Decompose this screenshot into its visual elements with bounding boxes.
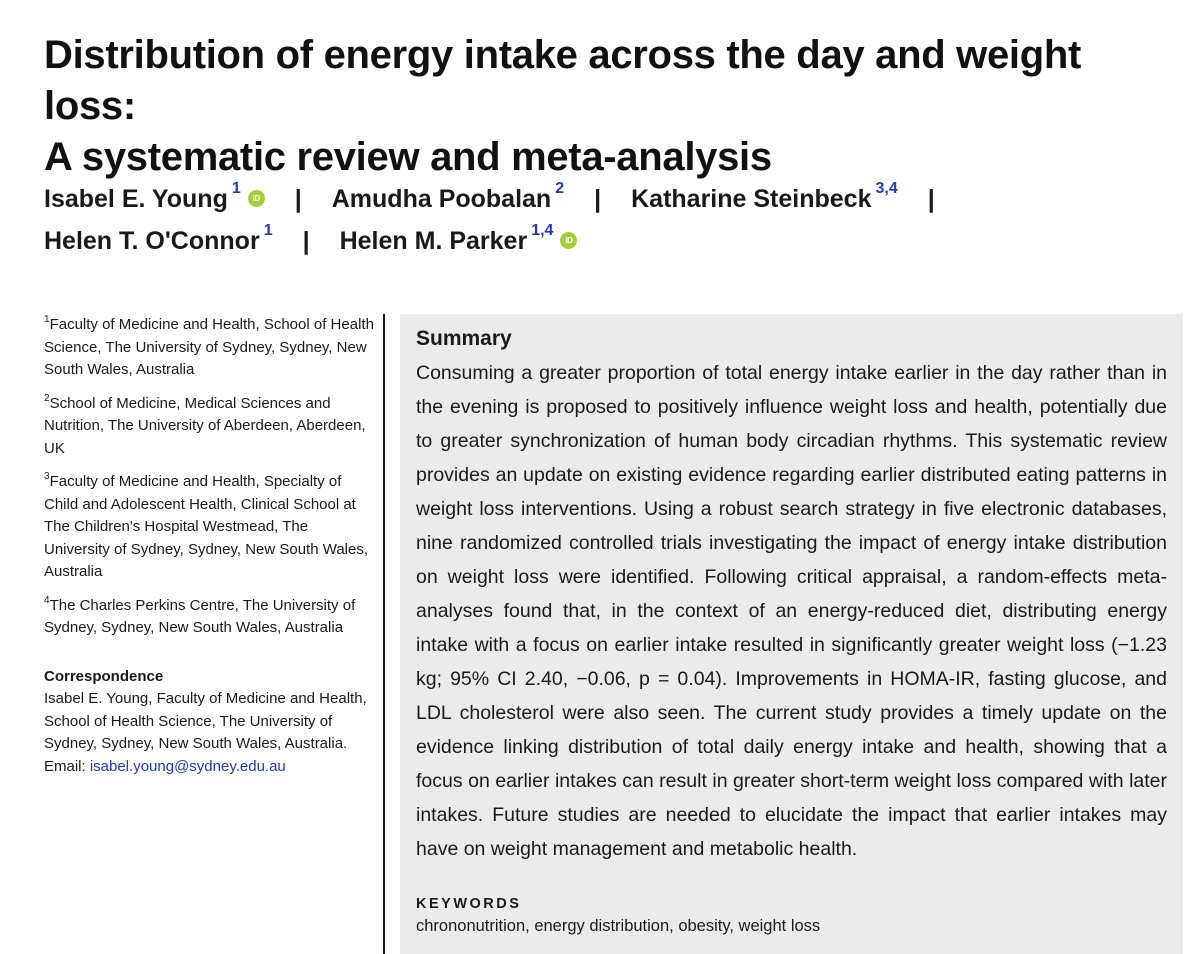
affiliation-number: 2	[44, 392, 50, 404]
author-separator: |	[927, 184, 935, 213]
affiliation-text: Faculty of Medicine and Health, School o…	[44, 316, 374, 378]
article-title-line-2: A systematic review and meta-analysis	[44, 135, 772, 179]
author-separator: |	[594, 184, 602, 213]
author-isabel-young: Isabel E. Young 1 iD	[44, 180, 265, 214]
author-name: Amudha Poobalan	[331, 184, 552, 213]
affiliation-1: 1Faculty of Medicine and Health, School …	[44, 310, 374, 382]
author-affiliation-ref[interactable]: 2	[555, 180, 565, 197]
correspondence-email-row: Email: isabel.young@sydney.edu.au	[44, 756, 374, 779]
author-line-1: Isabel E. Young 1 iD | Amudha Poobalan 2…	[44, 178, 1174, 220]
author-separator: |	[302, 226, 310, 255]
affiliation-number: 1	[44, 314, 50, 325]
column-divider	[383, 314, 385, 954]
author-name: Helen M. Parker	[339, 226, 528, 255]
affiliation-text: Faculty of Medicine and Health, Specialt…	[44, 473, 369, 580]
email-label: Email:	[44, 757, 90, 775]
correspondence-email-link[interactable]: isabel.young@sydney.edu.au	[89, 757, 286, 775]
affiliation-number: 4	[44, 594, 50, 606]
author-list: Isabel E. Young 1 iD | Amudha Poobalan 2…	[44, 178, 1174, 262]
author-katharine-steinbeck: Katharine Steinbeck 3,4	[631, 180, 898, 214]
affiliation-number: 3	[44, 471, 50, 482]
correspondence-text: Isabel E. Young, Faculty of Medicine and…	[44, 690, 367, 752]
summary-box: Summary Consuming a greater proportion o…	[400, 314, 1183, 954]
author-name: Helen T. O'Connor	[44, 226, 260, 255]
article-title-line-1: Distribution of energy intake across the…	[44, 33, 1082, 128]
author-line-2: Helen T. O'Connor 1 | Helen M. Parker 1,…	[44, 220, 1174, 262]
author-affiliation-ref[interactable]: 3,4	[875, 180, 898, 197]
author-helen-oconnor: Helen T. O'Connor 1	[44, 222, 273, 256]
affiliation-text: The Charles Perkins Centre, The Universi…	[44, 596, 356, 637]
author-helen-parker: Helen M. Parker 1,4 iD	[339, 222, 578, 256]
author-affiliation-ref[interactable]: 1	[231, 180, 241, 197]
keywords-heading: KEYWORDS	[416, 896, 522, 912]
author-name: Isabel E. Young	[44, 184, 228, 213]
affiliation-text: School of Medicine, Medical Sciences and…	[44, 394, 366, 457]
orcid-icon[interactable]: iD	[247, 189, 265, 207]
affiliation-2: 2School of Medicine, Medical Sciences an…	[44, 389, 374, 461]
summary-text: Consuming a greater proportion of total …	[416, 362, 1167, 860]
correspondence-heading: Correspondence	[44, 667, 164, 685]
affiliation-3: 3Faculty of Medicine and Health, Special…	[44, 467, 374, 584]
author-separator: |	[294, 184, 302, 213]
author-name: Katharine Steinbeck	[631, 184, 872, 213]
summary-heading: Summary	[416, 327, 512, 350]
keywords-text: chrononutrition, energy distribution, ob…	[416, 917, 821, 935]
author-affiliation-ref[interactable]: 1	[263, 222, 273, 239]
affiliation-4: 4The Charles Perkins Centre, The Univers…	[44, 591, 374, 640]
orcid-icon[interactable]: iD	[560, 231, 578, 249]
affiliations-column: 1Faculty of Medicine and Health, School …	[44, 310, 374, 778]
author-amudha-poobalan: Amudha Poobalan 2	[331, 180, 564, 214]
author-affiliation-ref[interactable]: 1,4	[531, 222, 554, 239]
article-title: Distribution of energy intake across the…	[44, 30, 1174, 183]
